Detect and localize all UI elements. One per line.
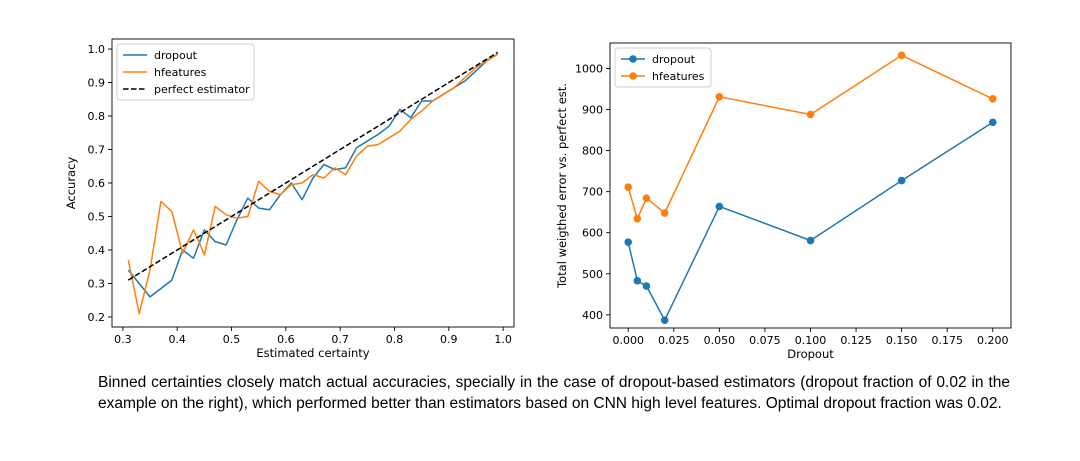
x-tick-label: 0.050 <box>704 334 736 347</box>
y-axis-label: Total weigthed error vs. perfect est. <box>555 83 569 289</box>
x-tick-label: 0.025 <box>658 334 690 347</box>
x-tick-label: 0.125 <box>840 334 872 347</box>
x-tick-label: 0.7 <box>331 333 349 346</box>
x-tick-label: 0.4 <box>168 333 186 346</box>
y-tick-label: 1.0 <box>88 43 106 56</box>
y-tick-label: 0.7 <box>88 144 106 157</box>
series-line-dropout <box>627 121 994 321</box>
x-tick-label: 0.000 <box>612 334 644 347</box>
y-tick-label: 700 <box>582 186 603 199</box>
data-point-hfeatures <box>806 110 815 119</box>
x-axis-label: Dropout <box>787 347 834 361</box>
x-tick-label: 0.200 <box>977 334 1009 347</box>
y-tick-label: 800 <box>582 145 603 158</box>
x-tick-label: 0.5 <box>223 333 241 346</box>
data-point-dropout <box>633 276 642 285</box>
data-point-hfeatures <box>715 92 724 101</box>
data-point-hfeatures <box>633 214 642 223</box>
y-tick-label: 600 <box>582 227 603 240</box>
data-point-hfeatures <box>897 51 906 60</box>
x-tick-label: 0.175 <box>931 334 963 347</box>
y-tick-label: 500 <box>582 268 603 281</box>
legend-label: hfeatures <box>652 70 705 83</box>
legend-label: dropout <box>652 53 696 66</box>
x-tick-label: 0.8 <box>386 333 404 346</box>
data-point-dropout <box>897 176 906 185</box>
x-tick-label: 1.0 <box>494 333 512 346</box>
data-point-hfeatures <box>624 183 633 191</box>
y-axis-label: Accuracy <box>64 157 78 210</box>
data-point-hfeatures <box>642 194 651 203</box>
series-line-hfeatures <box>127 53 499 315</box>
x-tick-label: 0.3 <box>114 333 132 346</box>
data-point-hfeatures <box>988 95 997 103</box>
x-tick-label: 0.9 <box>440 333 458 346</box>
left-chart: 0.3 0.4 0.5 0.6 0.7 0.8 0.9 1.0 0.2 0.3 0.4 0.5 0.6 0… <box>64 38 515 360</box>
legend-box <box>116 43 255 101</box>
data-point-dropout <box>660 316 669 324</box>
y-tick-label: 400 <box>582 309 603 322</box>
x-axis-label: Estimated certainty <box>256 346 369 360</box>
legend-label: dropout <box>154 49 198 62</box>
legend-marker <box>629 55 637 63</box>
x-tick-label: 0.100 <box>795 334 827 347</box>
figure-caption: Binned certainties closely match actual … <box>98 374 1010 412</box>
x-tick-label: 0.150 <box>886 334 918 347</box>
y-tick-label: 0.3 <box>88 277 106 290</box>
data-point-dropout <box>624 238 633 246</box>
y-tick-label: 0.8 <box>88 110 106 123</box>
data-point-dropout <box>988 118 997 127</box>
x-tick-label: 0.075 <box>749 334 781 347</box>
y-tick-label: 0.2 <box>88 311 106 324</box>
x-tick-label: 0.6 <box>277 333 295 346</box>
legend-marker <box>629 72 637 80</box>
y-tick-label: 0.9 <box>88 77 106 90</box>
data-point-dropout <box>715 202 724 211</box>
legend-box <box>614 47 712 88</box>
y-tick-label: 0.5 <box>88 210 106 223</box>
legend-label: hfeatures <box>154 66 207 79</box>
data-point-dropout <box>806 236 815 245</box>
legend-label: perfect estimator <box>154 83 250 96</box>
y-tick-label: 1000 <box>575 62 603 75</box>
y-tick-label: 900 <box>582 104 603 117</box>
y-tick-label: 0.4 <box>88 244 106 257</box>
right-chart: 0.000 0.025 0.050 0.075 0.100 0.125 0.150 0.175… <box>555 42 1012 361</box>
data-point-dropout <box>642 282 651 290</box>
y-tick-label: 0.6 <box>88 177 106 190</box>
data-point-hfeatures <box>660 209 669 217</box>
series-line-perfect-estimator <box>127 51 499 281</box>
